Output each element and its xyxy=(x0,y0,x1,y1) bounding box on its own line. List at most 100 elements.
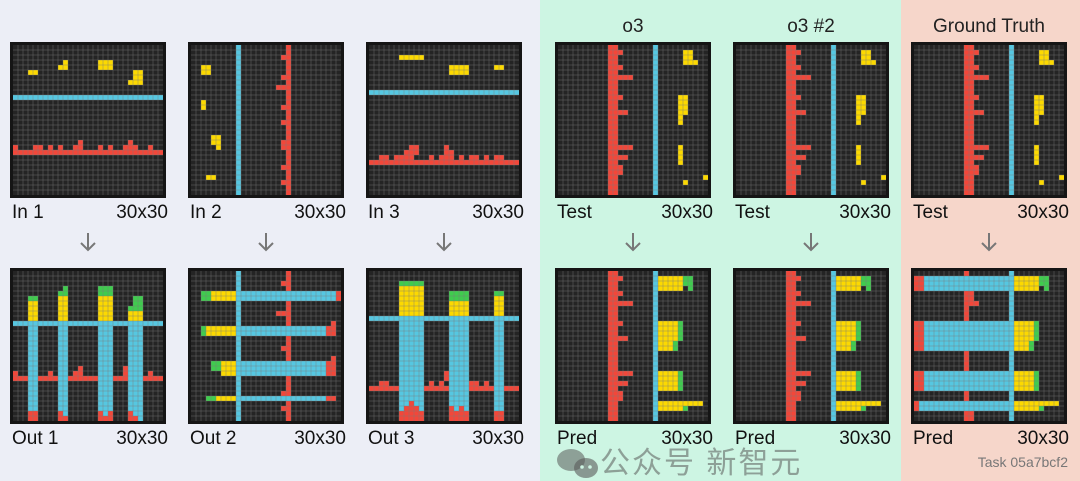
cell-block xyxy=(618,291,623,296)
grid-size: 30x30 xyxy=(1017,202,1069,223)
cell-block xyxy=(484,381,489,386)
cell-block xyxy=(128,306,143,311)
grid-name: Pred xyxy=(557,428,598,449)
cell-block xyxy=(866,286,871,291)
grid xyxy=(914,271,1064,421)
cell-block xyxy=(63,60,68,65)
grid-panel xyxy=(10,42,166,198)
cell-block xyxy=(658,401,703,406)
cell-block xyxy=(613,351,618,356)
grid xyxy=(369,271,519,421)
grid xyxy=(369,45,519,195)
cell-block xyxy=(429,381,434,386)
cell-block xyxy=(881,175,886,180)
cell-block xyxy=(449,406,454,411)
grid-panel xyxy=(366,268,522,424)
cell-block xyxy=(281,406,286,411)
cell-block xyxy=(974,95,979,100)
cell-block xyxy=(281,120,286,125)
cell-block xyxy=(796,50,801,55)
grid-name: Test xyxy=(557,202,592,223)
cell-block xyxy=(796,75,811,80)
grid xyxy=(914,45,1064,195)
grid-panel xyxy=(733,42,889,198)
grid-size: 30x30 xyxy=(661,428,713,449)
grid-panel xyxy=(188,42,344,198)
grid-label: Test 30x30 xyxy=(557,202,713,224)
cell-block xyxy=(281,346,286,351)
grid-name: Test xyxy=(913,202,948,223)
cell-block xyxy=(618,145,633,150)
cell-block xyxy=(133,416,138,421)
cell-block xyxy=(796,371,811,376)
cell-block xyxy=(281,281,286,286)
cell-block xyxy=(688,286,693,291)
cell-block xyxy=(331,321,336,326)
cell-block xyxy=(861,60,876,65)
grid xyxy=(13,45,163,195)
cell-block xyxy=(974,65,979,70)
grid-label: Out 2 30x30 xyxy=(190,428,346,450)
grid xyxy=(191,45,341,195)
cell-block xyxy=(63,416,68,421)
cell-block xyxy=(683,60,698,65)
cell-block xyxy=(148,371,153,376)
cell-block xyxy=(791,351,796,356)
title-o3: o3 xyxy=(622,16,644,37)
cell-block xyxy=(281,180,286,185)
cell-block xyxy=(331,356,336,361)
cell-block xyxy=(439,381,444,386)
cell-block xyxy=(459,406,464,411)
cell-block xyxy=(796,145,811,150)
cell-block xyxy=(444,376,449,381)
cell-block xyxy=(618,301,633,306)
cell-block xyxy=(48,145,53,150)
cell-block xyxy=(618,371,633,376)
grid xyxy=(191,271,341,421)
cell-block xyxy=(796,65,801,70)
cell-block xyxy=(123,145,138,150)
grid-panel xyxy=(555,268,711,424)
cell-block xyxy=(836,276,861,291)
cell-block xyxy=(404,150,419,155)
title-ground-truth: Ground Truth xyxy=(933,16,1045,37)
cell-block xyxy=(703,175,708,180)
cell-block xyxy=(964,301,979,306)
cell-block xyxy=(399,281,424,286)
cell-block xyxy=(281,105,286,110)
grid-name: Out 1 xyxy=(12,428,59,449)
cell-block xyxy=(796,291,801,296)
grid-size: 30x30 xyxy=(294,202,346,223)
cell-block xyxy=(103,416,108,421)
title-o3-2: o3 #2 xyxy=(787,16,835,37)
cell-block xyxy=(444,371,449,376)
cell-block xyxy=(221,361,236,376)
cell-block xyxy=(974,75,989,80)
cell-block xyxy=(1014,276,1039,291)
grid-label: In 1 30x30 xyxy=(12,202,168,224)
grid xyxy=(736,45,886,195)
cell-block xyxy=(78,366,83,371)
cell-block xyxy=(618,276,623,281)
cell-block xyxy=(796,95,801,100)
grid-name: In 1 xyxy=(12,202,44,223)
arrow-down-icon xyxy=(80,233,96,252)
cell-block xyxy=(58,145,63,150)
grid-name: In 2 xyxy=(190,202,222,223)
cell-block xyxy=(444,145,449,150)
cell-block xyxy=(836,401,881,406)
grid-panel xyxy=(10,268,166,424)
cell-block xyxy=(128,80,143,85)
cell-block xyxy=(399,55,424,60)
cell-block xyxy=(281,391,286,396)
cell-block xyxy=(1039,180,1044,185)
grid-name: In 3 xyxy=(368,202,400,223)
cell-block xyxy=(98,296,113,321)
grid-panel xyxy=(911,268,1067,424)
grid xyxy=(13,271,163,421)
cell-block xyxy=(861,406,866,411)
arrow-down-icon xyxy=(258,233,274,252)
cell-block xyxy=(618,321,623,326)
cell-block xyxy=(796,301,811,306)
cell-block xyxy=(969,125,974,130)
